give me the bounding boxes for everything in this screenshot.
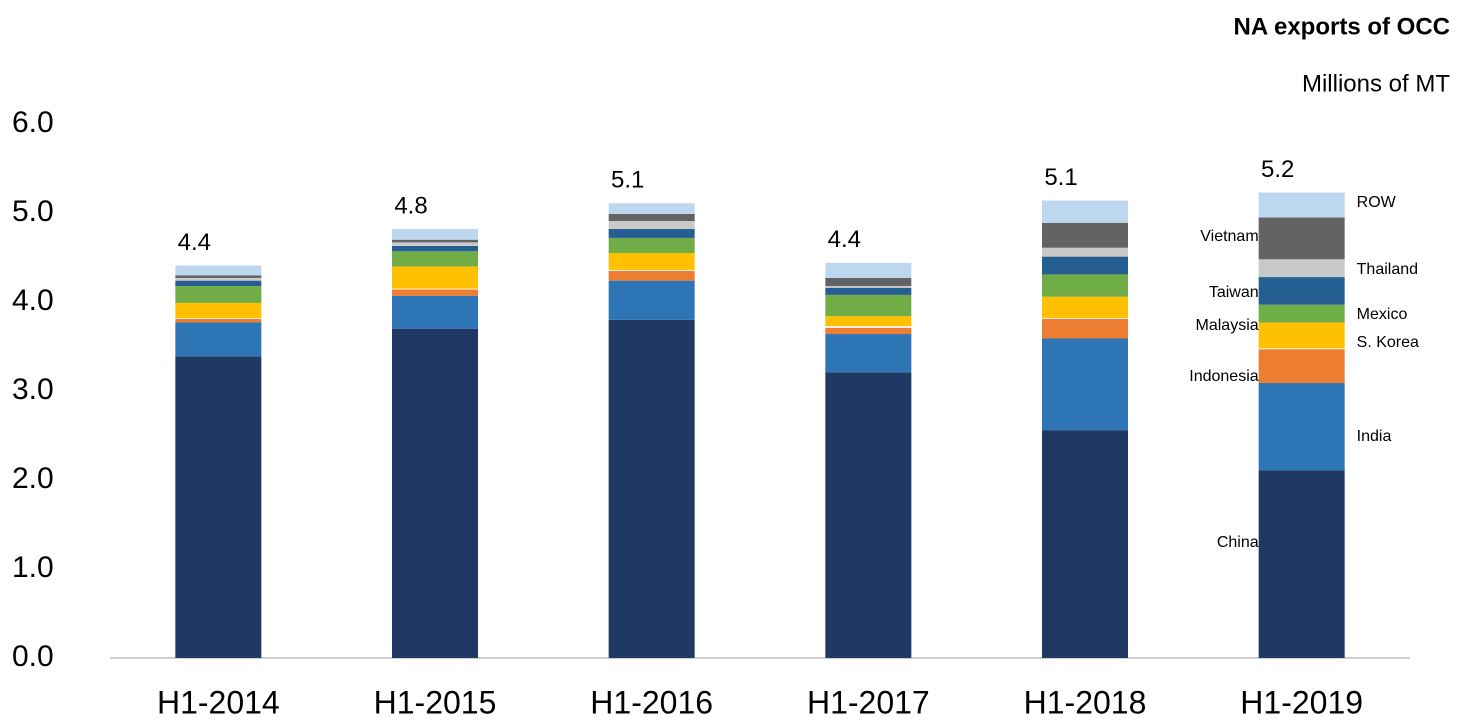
bar-segment bbox=[392, 289, 478, 296]
total-label: 4.4 bbox=[828, 226, 861, 253]
bar-segment bbox=[608, 229, 695, 238]
series-label: Mexico bbox=[1357, 306, 1408, 323]
series-label: India bbox=[1357, 428, 1392, 445]
series-label: Thailand bbox=[1357, 261, 1418, 278]
bar-segment bbox=[608, 280, 695, 320]
bar-segment bbox=[392, 242, 478, 246]
total-label: 5.1 bbox=[1044, 164, 1077, 191]
bar-segment bbox=[175, 302, 262, 319]
bar-segment bbox=[1042, 318, 1128, 339]
bar-segment bbox=[1258, 470, 1345, 658]
total-label: 4.4 bbox=[178, 229, 211, 256]
bar-segment bbox=[1258, 259, 1345, 278]
bar-segment bbox=[825, 327, 912, 335]
bar-segment bbox=[608, 319, 695, 658]
bar-segment bbox=[1258, 348, 1345, 350]
x-tick-label: H1-2018 bbox=[1024, 684, 1147, 720]
bar-segment bbox=[608, 270, 695, 281]
bar-segment bbox=[608, 269, 695, 271]
bar-segment bbox=[825, 316, 912, 327]
bar-segment bbox=[175, 277, 262, 281]
bar-segment bbox=[608, 237, 695, 254]
bar-segment bbox=[175, 275, 262, 278]
bar-segment bbox=[392, 328, 478, 658]
bar-segment bbox=[1042, 256, 1128, 275]
y-tick-label: 5.0 bbox=[12, 195, 54, 228]
y-tick-label: 6.0 bbox=[12, 106, 54, 139]
chart-title: NA exports of OCC bbox=[1234, 13, 1450, 40]
y-tick-label: 2.0 bbox=[12, 462, 54, 495]
bar-segment bbox=[825, 294, 912, 317]
x-tick-label: H1-2015 bbox=[374, 684, 497, 720]
y-tick-label: 3.0 bbox=[12, 373, 54, 406]
bar-segment bbox=[392, 229, 478, 240]
bar-segment bbox=[1042, 247, 1128, 257]
x-tick-label: H1-2014 bbox=[157, 684, 280, 720]
y-tick-label: 0.0 bbox=[12, 640, 54, 673]
bar-segment bbox=[825, 287, 912, 295]
bar-segment bbox=[1258, 192, 1345, 218]
bar-segment bbox=[392, 245, 478, 252]
bar-segment bbox=[1042, 222, 1128, 248]
bar-segment bbox=[175, 318, 262, 323]
bar-segment bbox=[825, 334, 912, 373]
total-label: 5.2 bbox=[1261, 156, 1294, 183]
series-label: ROW bbox=[1357, 194, 1397, 211]
bar-segment bbox=[608, 253, 695, 270]
total-label: 4.8 bbox=[394, 192, 427, 219]
x-tick-label: H1-2016 bbox=[590, 684, 713, 720]
series-label: Taiwan bbox=[1209, 284, 1259, 301]
bar-segment bbox=[1258, 277, 1345, 305]
bar-segment bbox=[825, 277, 912, 286]
chart-subtitle: Millions of MT bbox=[1302, 70, 1450, 97]
bar-segment bbox=[175, 322, 262, 357]
bar-segment bbox=[175, 285, 262, 303]
x-tick-label: H1-2017 bbox=[807, 684, 930, 720]
bar-segment bbox=[1042, 274, 1128, 297]
bar-segment bbox=[1258, 322, 1345, 349]
bar-segment bbox=[1258, 304, 1345, 323]
bar-segment bbox=[1042, 338, 1128, 431]
bar-segment bbox=[825, 326, 912, 328]
bar-segment bbox=[392, 288, 478, 290]
bar-segment bbox=[825, 285, 912, 288]
series-label: Vietnam bbox=[1200, 228, 1258, 245]
bar-segment bbox=[1258, 382, 1345, 471]
bar-segment bbox=[175, 280, 262, 286]
bar-segment bbox=[1042, 200, 1128, 223]
bar-segment bbox=[392, 266, 478, 289]
bar-segment bbox=[392, 251, 478, 267]
y-tick-label: 4.0 bbox=[12, 284, 54, 317]
bar-segment bbox=[175, 265, 262, 276]
bar-segment bbox=[825, 262, 912, 278]
bar-segment bbox=[1042, 318, 1128, 319]
x-tick-label: H1-2019 bbox=[1240, 684, 1363, 720]
bar-segment bbox=[392, 295, 478, 329]
bar-segment bbox=[1042, 430, 1128, 658]
bar-segment bbox=[175, 356, 262, 658]
bar-segment bbox=[1042, 296, 1128, 319]
series-label: S. Korea bbox=[1357, 334, 1419, 351]
bar-segment bbox=[825, 372, 912, 658]
bar-segment bbox=[608, 213, 695, 222]
series-label: Malaysia bbox=[1196, 317, 1259, 334]
bar-segment bbox=[392, 239, 478, 243]
series-label: Indonesia bbox=[1189, 368, 1258, 385]
bar-segment bbox=[1258, 217, 1345, 260]
total-label: 5.1 bbox=[611, 167, 644, 194]
series-label: China bbox=[1217, 534, 1259, 551]
bar-segment bbox=[1258, 349, 1345, 383]
bar-segment bbox=[608, 203, 695, 214]
y-tick-label: 1.0 bbox=[12, 551, 54, 584]
bar-segment bbox=[608, 221, 695, 230]
bar-segment bbox=[175, 318, 262, 319]
